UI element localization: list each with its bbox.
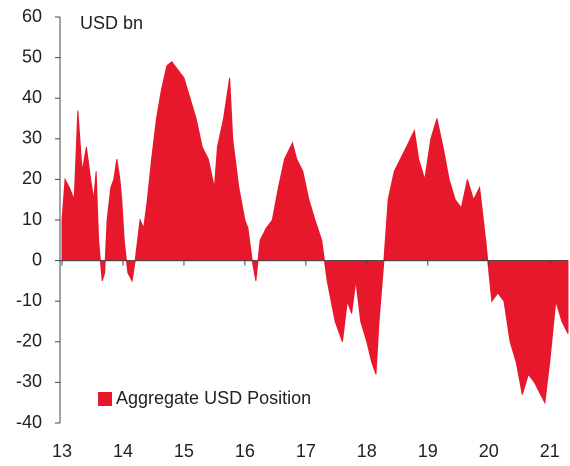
y-tick-label: 60: [22, 6, 42, 26]
x-tick-label: 19: [418, 441, 438, 461]
y-tick-label: 40: [22, 87, 42, 107]
x-tick-label: 16: [235, 441, 255, 461]
y-tick-label: -40: [16, 412, 42, 432]
x-tick-label: 21: [540, 441, 560, 461]
y-tick-label: -10: [16, 290, 42, 310]
y-tick-label: 30: [22, 128, 42, 148]
y-tick-label: 20: [22, 168, 42, 188]
x-tick-label: 18: [357, 441, 377, 461]
y-tick-label: 10: [22, 209, 42, 229]
legend-swatch: [98, 392, 112, 406]
y-tick-label: 0: [32, 249, 42, 269]
legend-label: Aggregate USD Position: [116, 388, 311, 408]
x-tick-label: 15: [174, 441, 194, 461]
y-tick-label: 50: [22, 46, 42, 66]
y-tick-label: -20: [16, 331, 42, 351]
x-tick-label: 14: [113, 441, 133, 461]
x-tick-label: 17: [296, 441, 316, 461]
y-tick-label: -30: [16, 371, 42, 391]
area: [61, 60, 569, 405]
unit-annotation: USD bn: [80, 13, 143, 33]
x-tick-label: 20: [479, 441, 499, 461]
x-tick-label: 13: [52, 441, 72, 461]
